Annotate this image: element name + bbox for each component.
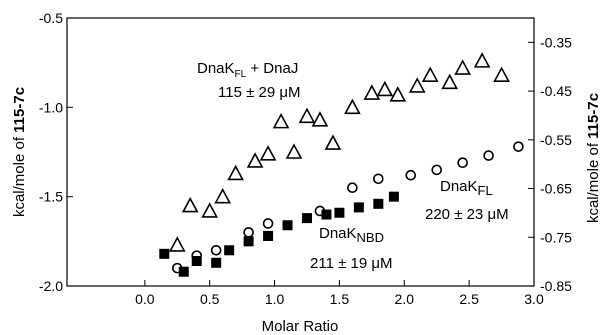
annotation-dnak-fl-label: DnaKFL: [440, 178, 493, 198]
square-marker: [159, 248, 170, 259]
triangle-marker: [227, 164, 244, 181]
y-right-tick-label: -0.55: [540, 132, 572, 148]
circle-marker: [483, 150, 494, 161]
circle-marker: [513, 141, 524, 152]
triangle-marker: [363, 84, 381, 100]
y-axis-right-title-prefix: kcal/mole of: [585, 139, 602, 223]
plot-frame: [66, 17, 535, 287]
annotation-dnak-nbd-label: DnaKNBD: [319, 225, 384, 245]
circle-marker: [457, 157, 468, 169]
triangle-marker: [421, 66, 439, 82]
circle-marker: [431, 164, 443, 176]
annotation-dnak-nbd-name: DnaK: [319, 225, 357, 242]
square-marker: [353, 202, 364, 213]
y-left-tick-label: -1.0: [39, 99, 63, 115]
y-axis-left: -0.5 -1.0 -1.5 -2.0: [39, 10, 73, 294]
triangle-marker: [246, 152, 264, 168]
y-axis-left-title-prefix: kcal/mole of: [11, 133, 28, 217]
y-axis-left-title: kcal/mole of 115-7c: [11, 87, 28, 217]
annotation-dnak-fl-subscript: FL: [478, 183, 493, 198]
circle-marker: [347, 182, 358, 194]
annotation-dnak-nbd-value: 211 ± 19 μM: [310, 255, 392, 272]
triangle-marker: [214, 187, 232, 204]
x-axis-title: Molar Ratio: [262, 318, 339, 335]
square-marker: [321, 209, 332, 220]
triangle-marker: [441, 73, 459, 90]
triangle-marker: [311, 111, 329, 127]
triangle-marker: [473, 52, 491, 68]
y-right-tick-label: -0.85: [540, 278, 572, 294]
annotation-dnak-fl-dnaj-value: 115 ± 29 μM: [218, 84, 300, 101]
data-markers: [159, 52, 524, 277]
annotation-dnak-fl-dnaj-label: DnaKFL + DnaJ: [197, 60, 298, 80]
square-marker: [178, 266, 189, 277]
triangle-marker: [259, 145, 277, 161]
triangle-marker: [285, 143, 303, 159]
y-right-tick-label: -0.65: [540, 181, 572, 197]
y-axis-left-title-bold: 115-7c: [11, 87, 28, 133]
circle-marker: [243, 227, 254, 238]
annotation-dnak-fl-dnaj: DnaKFL + DnaJ 115 ± 29 μM: [197, 60, 300, 101]
circle-marker: [405, 169, 417, 181]
annotation-dnak-fl-value: 220 ± 23 μM: [425, 206, 509, 223]
y-right-tick-label: -0.35: [540, 34, 572, 50]
annotation-dnak-fl-dnaj-suffix: + DnaJ: [246, 60, 298, 77]
triangle-marker: [201, 202, 219, 218]
y-right-tick-label: -0.75: [540, 229, 572, 245]
triangle-marker: [493, 66, 510, 82]
triangle-marker: [408, 77, 426, 93]
triangle-marker: [181, 196, 199, 213]
x-tick-label: 3.0: [524, 291, 544, 307]
x-tick-label: 1.5: [330, 291, 350, 307]
triangle-marker: [324, 134, 342, 150]
square-marker: [263, 230, 274, 241]
square-marker: [243, 236, 254, 247]
triangle-marker: [272, 112, 290, 129]
square-marker: [282, 220, 293, 231]
triangle-marker: [389, 86, 407, 102]
annotation-dnak-fl-dnaj-name: DnaK: [197, 60, 235, 77]
x-tick-label: 2.0: [395, 291, 415, 307]
annotation-dnak-nbd-subscript: NBD: [357, 230, 384, 245]
square-marker: [373, 198, 384, 209]
square-marker: [224, 245, 235, 256]
y-right-tick-label: -0.45: [540, 83, 572, 99]
x-tick-label: 1.0: [265, 291, 285, 307]
circle-marker: [210, 244, 222, 256]
y-left-tick-label: -0.5: [39, 10, 63, 26]
circle-marker: [262, 218, 274, 229]
triangle-marker: [454, 59, 471, 75]
x-tick-label: 2.5: [459, 291, 479, 307]
triangle-marker: [168, 236, 186, 252]
x-tick-label: 0.5: [200, 291, 220, 307]
y-left-tick-label: -2.0: [39, 278, 63, 294]
square-marker: [301, 213, 312, 224]
triangle-marker: [298, 107, 316, 124]
annotation-dnak-fl-dnaj-subscript: FL: [235, 69, 247, 80]
x-tick-label: 0.0: [135, 291, 155, 307]
y-axis-right-title: kcal/mole of 115-7c: [585, 93, 602, 223]
annotation-dnak-fl: DnaKFL 220 ± 23 μM: [425, 178, 509, 223]
triangle-marker: [344, 98, 361, 115]
annotation-dnak-nbd: DnaKNBD 211 ± 19 μM: [310, 225, 392, 272]
y-axis-right: -0.35 -0.45 -0.55 -0.65 -0.75 -0.85: [528, 34, 572, 294]
square-marker: [334, 207, 345, 218]
y-left-tick-label: -1.5: [39, 189, 63, 205]
annotation-dnak-fl-name: DnaK: [440, 178, 478, 195]
square-marker: [211, 257, 222, 268]
triangle-marker: [376, 80, 394, 97]
circle-marker: [373, 173, 384, 185]
square-marker: [191, 255, 202, 266]
x-axis: 0.0 0.5 1.0 1.5 2.0 2.5 3.0: [135, 280, 544, 307]
square-marker: [388, 191, 399, 202]
y-axis-right-title-bold: 115-7c: [585, 93, 602, 139]
